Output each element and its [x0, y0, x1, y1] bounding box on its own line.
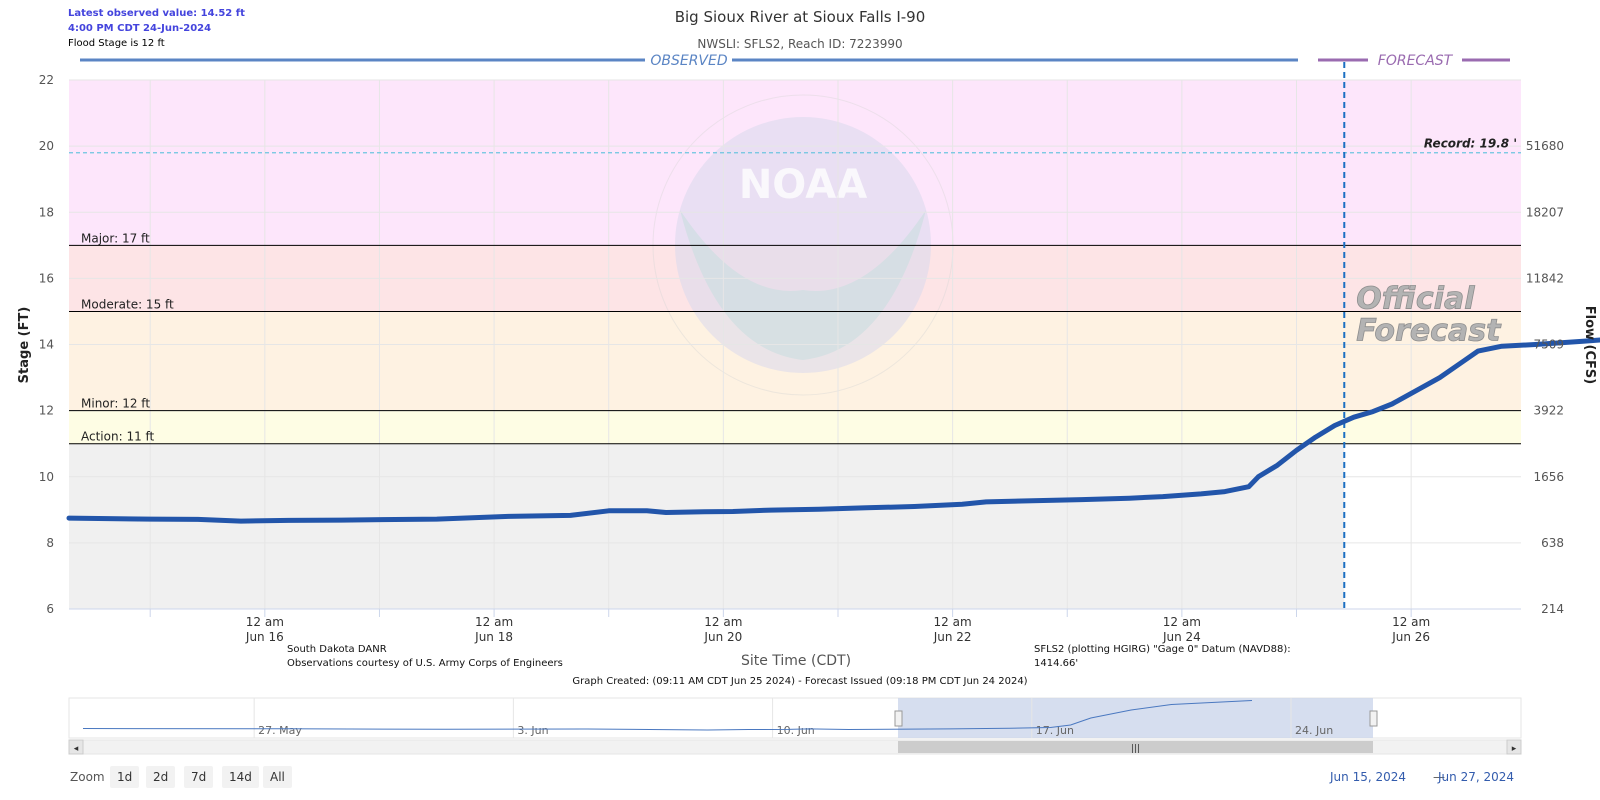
- y-tick-label: 18: [39, 205, 54, 219]
- observed-series: 14.53 ft: [66, 337, 1600, 524]
- navigator-date-label: 27. May: [258, 724, 302, 737]
- y-tick-label: 22: [39, 73, 54, 87]
- flood-category-bands: [69, 80, 1521, 609]
- navigator[interactable]: 27. May 3. Jun 10. Jun 17. Jun 24. Jun ||| ◂ ▸: [68, 697, 1522, 755]
- flood-thresholds: Major: 17 ft Moderate: 15 ft Minor: 12 ft A…: [69, 231, 1521, 445]
- y-tick-label: 8: [46, 536, 54, 550]
- threshold-label-major: Major: 17 ft: [81, 231, 150, 245]
- record-label: Record: 19.8 ': [1424, 137, 1517, 151]
- y2-tick-label: 638: [1541, 536, 1564, 550]
- y-tick-label: 10: [39, 470, 54, 484]
- flood-stage-note: Flood Stage is 12 ft: [68, 38, 165, 49]
- official-forecast-watermark-line1: Official: [1356, 282, 1475, 317]
- zoom-7d-button[interactable]: 7d: [184, 766, 214, 788]
- observed-series-line: [66, 337, 1600, 524]
- y-tick-label: 12: [39, 404, 54, 418]
- x-tick-label-date: Jun 16: [245, 630, 284, 644]
- navigator-handle-left: [894, 710, 903, 727]
- x-tick-label-date: Jun 18: [474, 630, 513, 644]
- scrollbar-left-button: [68, 739, 84, 755]
- navigator-date-label: 24. Jun: [1295, 724, 1333, 737]
- y-tick-label: 16: [39, 271, 54, 285]
- threshold-label-action: Action: 11 ft: [81, 430, 155, 444]
- zoom-14d-button[interactable]: 14d: [222, 766, 259, 788]
- forecast-label: FORECAST: [1378, 53, 1454, 69]
- scrollbar-grip-icon: |||: [1131, 744, 1140, 754]
- range-to[interactable]: Jun 27, 2024: [1438, 770, 1515, 784]
- y-tick-label: 20: [39, 139, 54, 153]
- y-axis-title: Stage (FT): [17, 307, 32, 384]
- x-tick-label-date: Jun 20: [703, 630, 742, 644]
- zoom-2d-button[interactable]: 2d: [146, 766, 176, 788]
- data-source: South Dakota DANR Observations courtesy …: [287, 643, 563, 671]
- y2-tick-label: 51680: [1526, 139, 1564, 153]
- range-from[interactable]: Jun 15, 2024: [1330, 770, 1407, 784]
- latest-observed-value: Latest observed value: 14.52 ft: [68, 8, 245, 19]
- x-tick-label-date: Jun 24: [1162, 630, 1201, 644]
- navigator-date-label: 10. Jun: [777, 724, 815, 737]
- y-tick-label: 6: [46, 602, 54, 616]
- y2-tick-label: 11842: [1526, 271, 1564, 285]
- latest-observed-time: 4:00 PM CDT 24-Jun-2024: [68, 23, 212, 34]
- range-separator: —: [1433, 770, 1445, 784]
- x-axis-title: Site Time (CDT): [741, 653, 851, 669]
- forecast-normal-band: [1344, 443, 1521, 609]
- observed-label: OBSERVED: [650, 53, 728, 69]
- source-line-1: South Dakota DANR: [287, 644, 387, 655]
- y-tick-label: 14: [39, 338, 54, 352]
- x-tick-label-time: 12 am: [1392, 615, 1430, 629]
- chart-subtitle: NWSLI: SFLS2, Reach ID: 7223990: [697, 37, 903, 51]
- scrollbar-thumb: [898, 741, 1373, 753]
- scrollbar-right-button: [1506, 739, 1522, 755]
- source-line-2: Observations courtesy of U.S. Army Corps…: [287, 658, 563, 669]
- navigator-handle-right: [1369, 710, 1378, 727]
- datum-line-2: 1414.66': [1034, 658, 1079, 669]
- navigator-selection: [898, 698, 1373, 738]
- datum-note: SFLS2 (plotting HGIRG) "Gage 0" Datum (N…: [1034, 643, 1291, 671]
- scrollbar-right-arrow-icon: ▸: [1512, 744, 1517, 754]
- y2-axis-title: Flow (CFS): [1582, 306, 1597, 384]
- record-stage: Record: 19.8 ': [69, 137, 1521, 154]
- x-tick-label-date: Jun 26: [1391, 630, 1430, 644]
- zoom-1d-button[interactable]: 1d: [110, 766, 140, 788]
- svg-text:NOAA: NOAA: [739, 162, 867, 208]
- y2-tick-label: 214: [1541, 602, 1564, 616]
- zoom-all-button[interactable]: All: [263, 766, 292, 788]
- threshold-label-moderate: Moderate: 15 ft: [81, 297, 174, 311]
- datum-line-1: SFLS2 (plotting HGIRG) "Gage 0" Datum (N…: [1034, 644, 1291, 655]
- section-headers: OBSERVED FORECAST: [80, 53, 1510, 69]
- graph-created-note: Graph Created: (09:11 AM CDT Jun 25 2024…: [572, 676, 1028, 687]
- axes: 6 8 10 12 14 16 18 20 22 214 638 1656 3922 7509 11842 1…: [17, 73, 1597, 669]
- threshold-label-minor: Minor: 12 ft: [81, 397, 150, 411]
- scrollbar-left-arrow-icon: ◂: [74, 744, 79, 754]
- x-tick-label-date: Jun 22: [933, 630, 972, 644]
- y2-tick-label: 7509: [1533, 338, 1564, 352]
- grid-lines: [69, 79, 1521, 610]
- x-tick-label-time: 12 am: [704, 615, 742, 629]
- x-tick-label-time: 12 am: [1163, 615, 1201, 629]
- x-tick-label-time: 12 am: [934, 615, 972, 629]
- y2-tick-label: 18207: [1526, 205, 1564, 219]
- navigator-date-label: 3. Jun: [517, 724, 548, 737]
- chart-title: Big Sioux River at Sioux Falls I-90: [674, 8, 926, 26]
- navigator-date-label: 17. Jun: [1036, 724, 1074, 737]
- official-forecast-watermark-line2: Forecast: [1356, 314, 1502, 349]
- y2-tick-label: 1656: [1533, 470, 1564, 484]
- y2-tick-label: 3922: [1533, 404, 1564, 418]
- action-band: [69, 410, 1521, 444]
- normal-band: [69, 443, 1521, 609]
- x-tick-label-time: 12 am: [246, 615, 284, 629]
- navigator-series: [82, 700, 1253, 731]
- zoom-label: Zoom: [70, 770, 105, 784]
- x-tick-label-time: 12 am: [475, 615, 513, 629]
